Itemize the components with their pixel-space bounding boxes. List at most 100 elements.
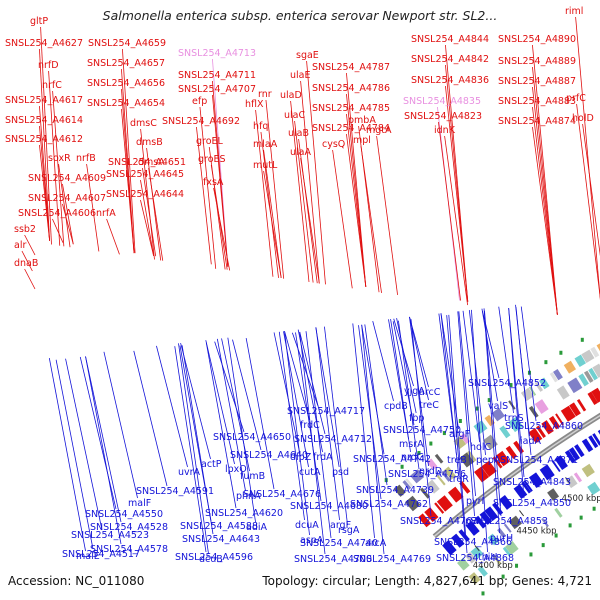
forward-gene-label: ulaE xyxy=(290,70,310,81)
forward-gene-label: fxsA xyxy=(203,177,224,188)
gc-skew-mark xyxy=(481,591,485,596)
reverse-gene-label: valS xyxy=(488,401,508,412)
reverse-gene-leader xyxy=(398,320,420,470)
reverse-gene-label: cutA xyxy=(299,467,321,478)
reverse-gene-leader xyxy=(178,343,209,555)
reverse-gene-label: SNSL254_A4769 xyxy=(353,554,431,565)
forward-gene-label: dmsC xyxy=(130,118,157,129)
cog-feature-block xyxy=(443,466,456,480)
kbp-tick-label: 4450 kbp xyxy=(516,526,556,536)
forward-cds-arrow xyxy=(528,427,543,444)
forward-cds-arrow xyxy=(492,456,503,469)
gc-skew-mark xyxy=(515,563,519,568)
forward-gene-label: idnK xyxy=(434,125,456,136)
reverse-gene-label: argF xyxy=(330,520,351,531)
forward-gene-label: SNSL254_A4874 xyxy=(498,116,576,127)
reverse-gene-label: nrdG xyxy=(401,452,424,463)
forward-cds-arrow xyxy=(576,399,587,412)
forward-cds-arrow xyxy=(436,495,453,512)
forward-gene-label: SNSL254_A4612 xyxy=(5,134,83,145)
reverse-gene-leader xyxy=(315,327,340,521)
forward-gene-label: mgtA xyxy=(366,125,392,136)
reverse-gene-label: thiH xyxy=(478,552,498,563)
cog-feature-block xyxy=(457,557,470,571)
forward-gene-label: efp xyxy=(192,96,207,107)
forward-gene-label: SNSL254_A4657 xyxy=(87,58,165,69)
cog-feature-block xyxy=(505,540,519,555)
cog-feature-block xyxy=(583,370,594,383)
forward-gene-leader xyxy=(140,128,155,260)
reverse-gene-label: SNSL254_A4762 xyxy=(350,499,428,510)
reverse-cds-arrow xyxy=(597,429,600,435)
kbp-tick-mark xyxy=(519,510,525,517)
forward-gene-label: alr xyxy=(14,240,26,251)
cog-feature-block xyxy=(549,372,558,383)
forward-cds-arrow xyxy=(587,391,598,405)
forward-gene-label: SNSL254_A4659 xyxy=(88,38,166,49)
forward-cds-arrow xyxy=(447,486,464,503)
forward-gene-leader xyxy=(265,99,285,279)
forward-gene-leader xyxy=(121,108,135,254)
forward-gene-label: SNSL254_A4842 xyxy=(411,54,489,65)
reverse-gene-label: SNSL254_A4700 xyxy=(294,554,372,565)
cog-feature-block xyxy=(528,405,539,418)
gc-skew-mark xyxy=(429,441,433,446)
reverse-gene-leader xyxy=(133,350,168,487)
forward-gene-label: groES xyxy=(198,154,226,165)
reverse-gene-leader xyxy=(299,331,326,555)
reverse-gene-leader xyxy=(181,345,214,535)
forward-gene-label: holD xyxy=(572,113,594,124)
forward-gene-label: SNSL254_A4844 xyxy=(411,34,489,45)
reverse-gene-leader xyxy=(446,315,466,538)
reverse-cds-arrow xyxy=(499,495,513,510)
forward-gene-label: ulaA xyxy=(290,147,311,158)
reverse-gene-label: aspA xyxy=(300,535,324,546)
reverse-cds-arrow xyxy=(592,433,600,446)
forward-gene-label: SNSL254_A4609 xyxy=(28,173,106,184)
reverse-gene-label: SNSL254_A4860 xyxy=(505,421,583,432)
reverse-gene-leader xyxy=(55,359,94,550)
forward-cds-arrow xyxy=(560,405,576,422)
reverse-gene-label: SNSL254_A4523 xyxy=(71,530,149,541)
reverse-gene-leader xyxy=(520,306,537,422)
forward-gene-leader xyxy=(376,135,398,295)
reverse-gene-leader xyxy=(361,324,385,455)
cog-feature-block xyxy=(499,425,511,439)
forward-gene-label: rnr xyxy=(258,89,272,100)
reverse-cds-arrow xyxy=(581,438,594,453)
cog-feature-block xyxy=(508,400,516,410)
forward-gene-leader xyxy=(300,157,320,284)
forward-gene-leader xyxy=(142,167,157,257)
cog-feature-block xyxy=(567,377,583,394)
forward-gene-label: dmsA xyxy=(138,157,165,168)
forward-gene-leader xyxy=(263,170,282,279)
reverse-gene-label: SNSL254_A4550 xyxy=(85,509,163,520)
cog-feature-block xyxy=(503,523,512,533)
forward-gene-leader xyxy=(58,163,71,248)
forward-gene-label: SNSL254_A4627 xyxy=(5,38,83,49)
reverse-gene-leader xyxy=(364,324,388,486)
reverse-gene-leader xyxy=(227,337,256,523)
reverse-gene-label: SNSL254_A4578 xyxy=(90,544,168,555)
reverse-gene-leader xyxy=(284,331,310,421)
reverse-gene-label: nrdD xyxy=(419,466,442,477)
cog-feature-block xyxy=(405,478,414,488)
genome-summary: Topology: circular; Length: 4,827,641 bp… xyxy=(262,574,592,588)
cog-feature-block xyxy=(436,474,446,486)
gc-skew-mark xyxy=(554,533,558,538)
forward-gene-label: SNSL254_A4823 xyxy=(404,111,482,122)
forward-gene-label: SNSL254_A4617 xyxy=(5,95,83,106)
cog-feature-block xyxy=(483,434,498,450)
cog-feature-block xyxy=(554,507,563,518)
gc-skew-mark xyxy=(442,431,446,436)
reverse-gene-label: SNSL254_A4742 xyxy=(353,454,431,465)
forward-gene-leader xyxy=(140,179,155,256)
reverse-gene-leader xyxy=(409,316,429,388)
reverse-gene-leader xyxy=(216,338,246,492)
reverse-cds-arrow xyxy=(528,472,544,488)
reverse-gene-label: purH xyxy=(490,533,513,544)
reverse-gene-leader xyxy=(85,356,122,545)
reverse-gene-label: uvrA xyxy=(178,467,201,478)
reverse-cds-arrow xyxy=(442,540,457,556)
cog-feature-block xyxy=(502,546,512,557)
